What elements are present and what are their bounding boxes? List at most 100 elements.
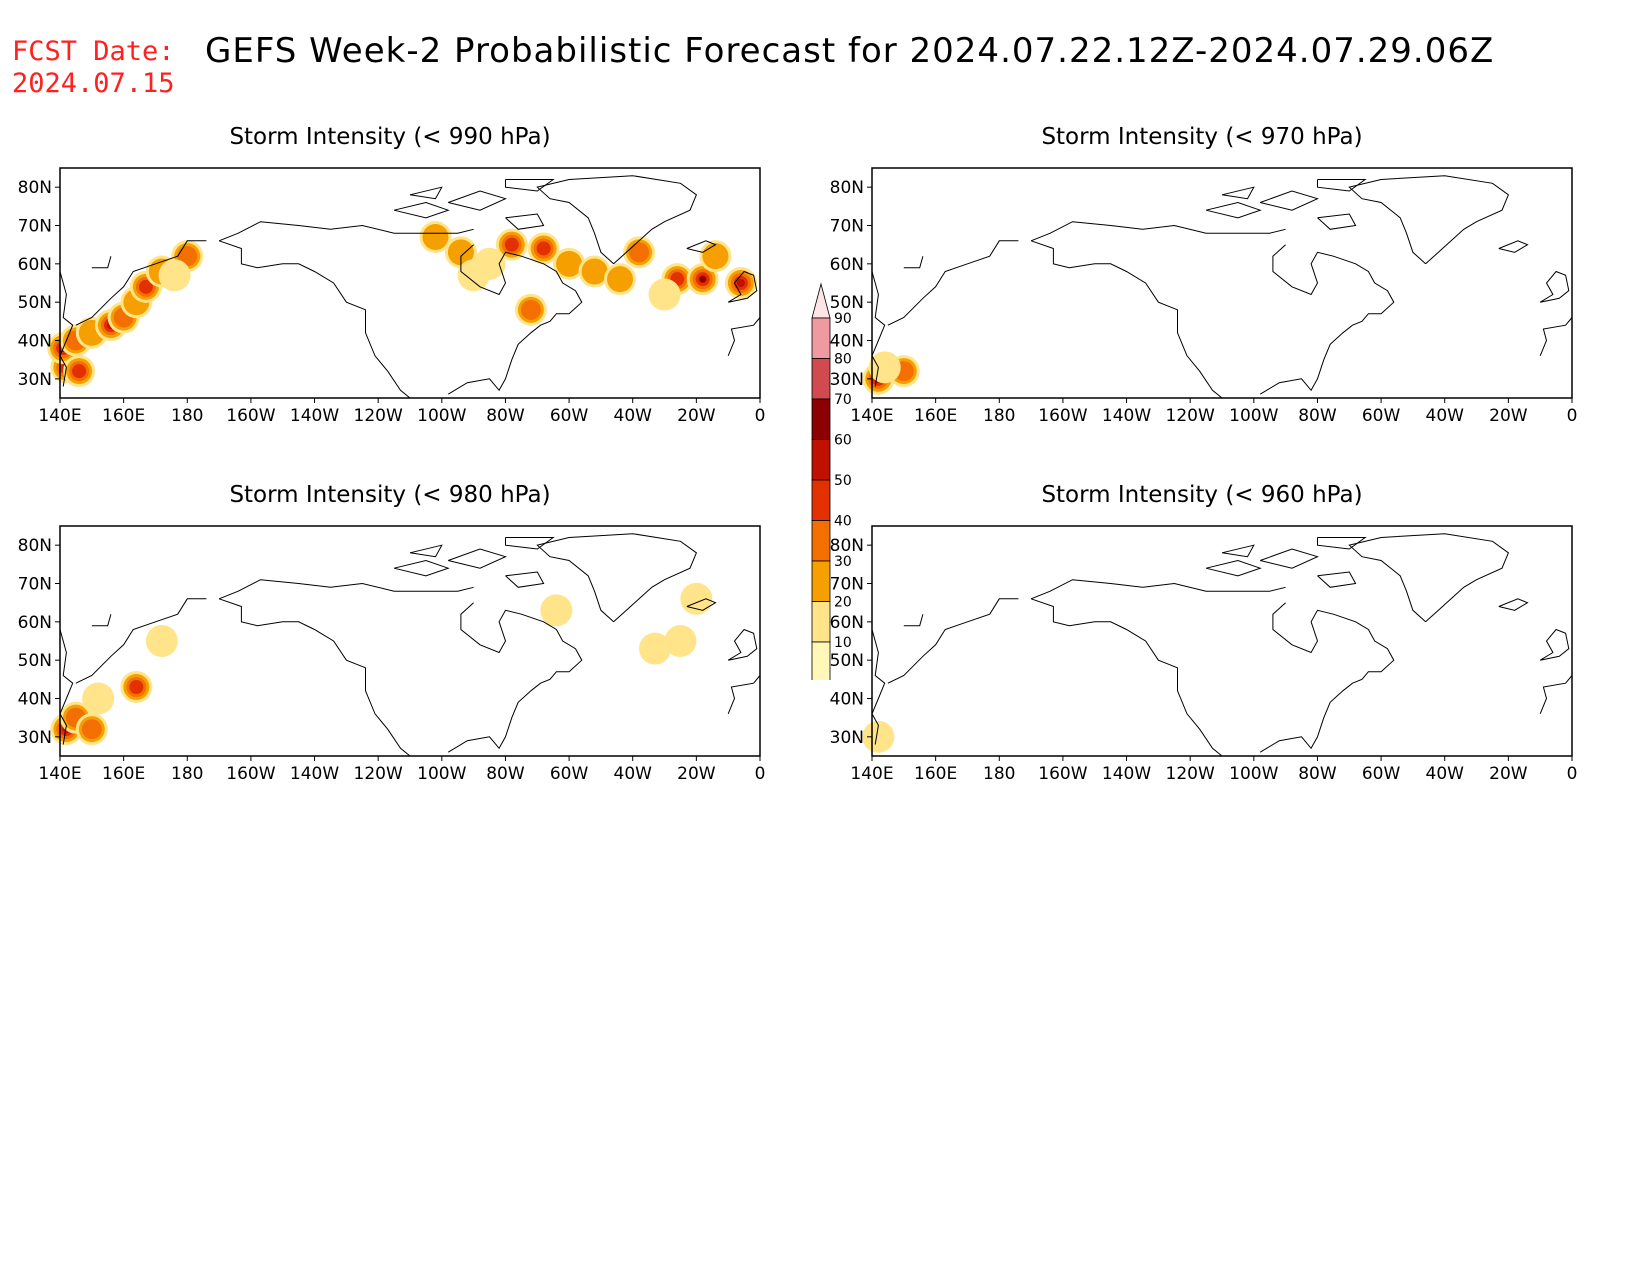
probability-cell xyxy=(581,258,608,285)
coastline-path xyxy=(91,256,112,269)
lat-label: 80N xyxy=(18,178,52,198)
coastline-path xyxy=(903,256,924,269)
coastline-path xyxy=(1498,598,1529,611)
lon-label: 80W xyxy=(486,764,525,784)
lon-label: 160W xyxy=(1038,406,1087,426)
coastline-path xyxy=(1348,533,1510,623)
lon-label: 140E xyxy=(850,406,893,426)
colorbar-label: 60 xyxy=(834,433,852,449)
lon-label: 60W xyxy=(1362,764,1401,784)
colorbar-segment xyxy=(811,358,831,400)
lat-label: 40N xyxy=(18,332,52,352)
lon-label: 140E xyxy=(38,406,81,426)
lon-label: 140E xyxy=(38,764,81,784)
coastline-path xyxy=(887,598,1019,684)
lon-label: 80W xyxy=(1298,406,1337,426)
lon-label: 40W xyxy=(614,764,653,784)
lat-label: 50N xyxy=(830,293,864,313)
probability-cell xyxy=(158,259,191,292)
coastline-path xyxy=(1260,190,1319,211)
coastline-path xyxy=(1539,675,1573,714)
coastline-path xyxy=(1348,175,1510,265)
coastline-path xyxy=(1030,240,1223,399)
lon-label: 140W xyxy=(290,764,339,784)
probability-cell xyxy=(457,259,490,292)
coastline-path xyxy=(218,598,411,757)
lon-label: 80W xyxy=(1298,764,1337,784)
colorbar-label: 50 xyxy=(834,473,852,489)
probability-field xyxy=(862,351,920,395)
lat-label: 70N xyxy=(18,575,52,595)
coastline-path xyxy=(1317,571,1357,588)
coastline-path xyxy=(1539,270,1570,303)
probability-cell xyxy=(699,276,706,283)
probability-cell xyxy=(664,625,697,657)
colorbar-segment xyxy=(811,317,831,359)
coastline-path xyxy=(1539,317,1573,356)
probability-cell xyxy=(540,594,573,627)
lon-label: 100W xyxy=(417,764,466,784)
coastline xyxy=(871,175,1573,399)
lat-label: 80N xyxy=(830,536,864,556)
lat-label: 30N xyxy=(830,370,864,390)
colorbar-label: 20 xyxy=(834,595,852,611)
lat-label: 80N xyxy=(18,536,52,556)
lat-label: 60N xyxy=(18,255,52,275)
probability-cell xyxy=(680,582,713,615)
coastline xyxy=(59,533,761,757)
probability-cell xyxy=(862,720,895,753)
lon-label: 120W xyxy=(1166,406,1215,426)
probability-cell xyxy=(639,632,671,665)
lon-label: 180 xyxy=(171,406,203,426)
probability-cell xyxy=(536,241,551,256)
lat-label: 30N xyxy=(18,728,52,748)
forecast-date-label: FCST Date: xyxy=(12,36,175,67)
colorbar-label: 40 xyxy=(834,514,852,530)
colorbar-label: 90 xyxy=(834,311,852,327)
lon-label: 180 xyxy=(171,764,203,784)
probability-colorbar: 90 80 70 60 50 40 30 20 10 xyxy=(811,282,852,680)
colorbar-segment xyxy=(811,439,831,481)
coastline-path xyxy=(536,175,698,265)
colorbar-segment xyxy=(811,479,831,521)
lat-label: 70N xyxy=(830,575,864,595)
probability-cell xyxy=(81,719,102,740)
coastline-path xyxy=(727,675,761,714)
probability-cell xyxy=(145,625,178,657)
map-frame xyxy=(871,167,1573,399)
coastline-path xyxy=(75,240,207,326)
coastline-path xyxy=(91,614,112,627)
lat-label: 70N xyxy=(830,217,864,237)
lon-label: 160W xyxy=(226,764,275,784)
colorbar-segment xyxy=(811,641,831,680)
lon-label: 160E xyxy=(102,764,145,784)
forecast-date-block: FCST Date: 2024.07.15 xyxy=(12,36,175,100)
coastline-path xyxy=(1030,579,1286,600)
coastline-path xyxy=(447,602,583,753)
coastline-path xyxy=(1221,544,1255,558)
panel-960hpa: Storm Intensity (< 960 hPa) 80N 70N 60N 50N… xyxy=(812,482,1592,784)
lon-label: 40W xyxy=(1426,764,1465,784)
coastline-path xyxy=(1260,548,1319,569)
colorbar-segment xyxy=(811,520,831,562)
coastline-path xyxy=(75,598,207,684)
probability-cell xyxy=(607,266,633,293)
coastline-path xyxy=(727,628,758,661)
panel-980hpa: Storm Intensity (< 980 hPa) 80N 70N 60N 50N… xyxy=(0,482,780,784)
coastline-path xyxy=(727,317,761,356)
coastline-path xyxy=(1030,598,1223,757)
colorbar-label: 70 xyxy=(834,392,852,408)
lat-label: 30N xyxy=(830,728,864,748)
coastline-path xyxy=(409,544,443,558)
map-frame xyxy=(871,525,1573,757)
probability-cell xyxy=(177,246,198,267)
lat-label: 50N xyxy=(18,651,52,671)
lat-label: 60N xyxy=(830,613,864,633)
colorbar-segment xyxy=(811,398,831,440)
panel-title: Storm Intensity (< 960 hPa) xyxy=(1041,482,1363,508)
lon-label: 100W xyxy=(1229,764,1278,784)
probability-cell xyxy=(129,680,144,694)
lon-label: 140W xyxy=(290,406,339,426)
lat-label: 50N xyxy=(18,293,52,313)
coastline-path xyxy=(1498,240,1529,253)
